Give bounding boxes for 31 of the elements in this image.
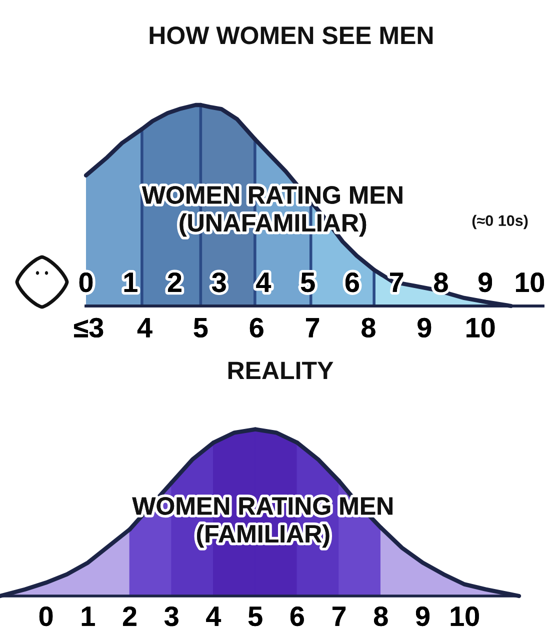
x-tick-label: 7 [306, 318, 320, 338]
x2-tick-label: 9 [478, 272, 492, 292]
x2-tick-label: 1 [124, 272, 138, 292]
x-tick-label: 9 [416, 606, 430, 626]
x2-tick-label: 10 [516, 272, 544, 292]
x-tick-label: 6 [250, 318, 264, 338]
x-tick-label: ≤3 [74, 318, 104, 338]
x-tick-label: 7 [332, 606, 346, 626]
x-tick-label: 6 [290, 606, 304, 626]
x-tick-label: 2 [122, 606, 136, 626]
annotation: (≈0 10s) [472, 214, 528, 230]
x-axis-title: REALITY [228, 362, 334, 380]
x-tick-label: 4 [137, 318, 152, 338]
x2-tick-label: 5 [300, 272, 315, 292]
x2-tick-label: 8 [434, 272, 448, 292]
x2-tick-label: 2 [168, 272, 182, 292]
x-tick-label: 9 [418, 318, 432, 338]
x-tick-label: 10 [450, 606, 479, 626]
x-tick-label: 5 [194, 318, 208, 338]
chart-title: HOW WOMEN SEE MEN [150, 26, 433, 44]
x-tick-label: 1 [82, 606, 95, 626]
x2-tick-label: 4 [256, 272, 272, 292]
x-tick-label: 4 [206, 606, 222, 626]
x-tick-label: 5 [248, 606, 262, 626]
x-tick-label: 0 [39, 606, 53, 626]
x-tick-label: 8 [374, 606, 388, 626]
x2-tick-label: 3 [212, 272, 226, 292]
x-tick-label: 8 [362, 318, 376, 338]
x-tick-label: 3 [164, 606, 178, 626]
x-tick-label: 10 [466, 318, 495, 338]
x2-tick-label: 6 [346, 272, 359, 292]
